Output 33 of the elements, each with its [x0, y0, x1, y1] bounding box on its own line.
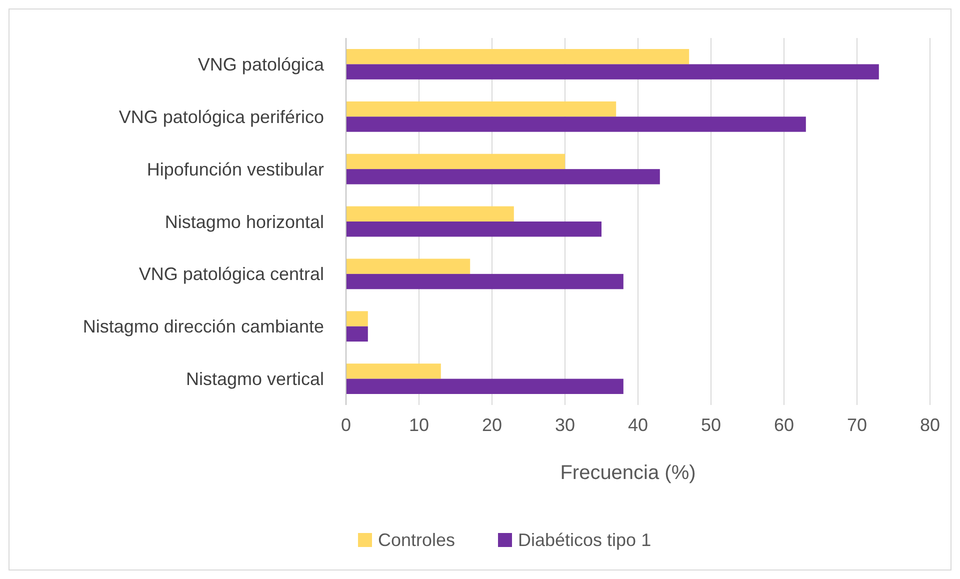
- y-tick-label: VNG patológica central: [138, 264, 324, 284]
- bar: [346, 169, 660, 184]
- bar: [346, 101, 616, 117]
- x-tick-label: 80: [920, 415, 940, 435]
- bar: [346, 49, 690, 64]
- y-tick-label: VNG patológica periférico: [118, 106, 324, 127]
- bar: [346, 364, 441, 379]
- x-tick-label: 40: [628, 415, 648, 435]
- y-tick-label: Nistagmo horizontal: [164, 212, 324, 232]
- bar: [346, 206, 514, 222]
- x-tick-label: 60: [774, 415, 794, 435]
- x-tick-label: 30: [554, 415, 576, 435]
- bar: [346, 64, 879, 80]
- y-tick-label: Nistagmo dirección cambiante: [82, 316, 324, 337]
- x-tick-label: 70: [846, 415, 868, 435]
- x-tick-label: 20: [482, 415, 502, 435]
- bar: [346, 274, 624, 290]
- bar: [346, 222, 602, 237]
- x-tick-label: 10: [408, 415, 430, 435]
- bar: [346, 378, 624, 394]
- bar: [346, 311, 368, 326]
- y-tick-label: VNG patológica: [198, 54, 325, 75]
- bar: [346, 258, 470, 274]
- y-tick-label: Hipofunción vestibular: [146, 159, 324, 180]
- x-tick-label: 50: [700, 415, 722, 435]
- legend-label: Controles: [378, 530, 456, 550]
- y-tick-label: Nistagmo vertical: [186, 369, 324, 390]
- legend-label: Diabéticos tipo 1: [518, 530, 652, 550]
- bar: [346, 154, 565, 170]
- x-axis-title: Frecuencia (%): [560, 462, 696, 484]
- bar: [346, 326, 368, 342]
- bar: [346, 116, 806, 132]
- x-tick-label: 0: [340, 415, 352, 435]
